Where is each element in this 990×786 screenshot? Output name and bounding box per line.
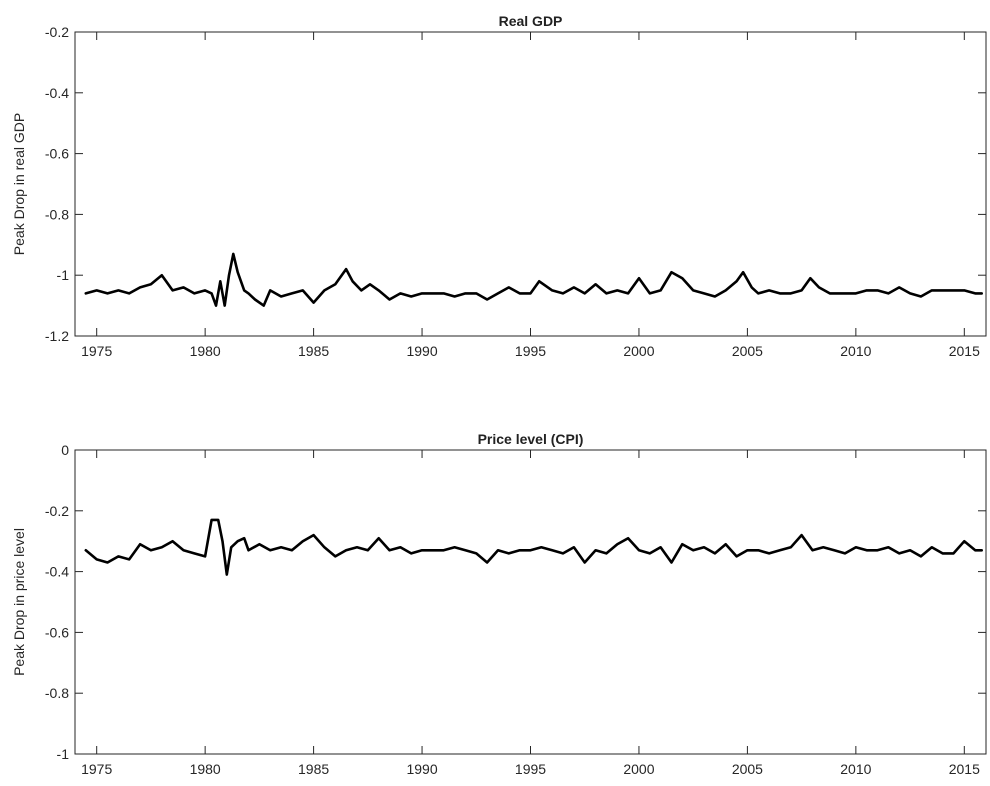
y-tick-label: -1 (57, 267, 70, 283)
y-tick-label: -0.4 (45, 85, 69, 101)
x-tick-label: 2015 (949, 761, 980, 777)
y-tick-label: -0.6 (45, 146, 69, 162)
x-tick-label: 2005 (732, 761, 763, 777)
x-tick-label: 1975 (81, 343, 112, 359)
x-tick-label: 2015 (949, 343, 980, 359)
x-tick-label: 1990 (406, 343, 437, 359)
y-tick-label: 0 (61, 442, 69, 458)
panels: 1975 1980 1985 1990 1995 2000 2005 2010 2015 -0.2… (11, 13, 987, 777)
chart-panel-1: 1975 1980 1985 1990 1995 2000 2005 2010 2015 -0.2… (11, 13, 987, 359)
x-tick-label: 1995 (515, 761, 546, 777)
series-line-1 (84, 518, 984, 576)
chart-title: Price level (CPI) (478, 431, 584, 447)
x-tick-label: 1980 (190, 761, 221, 777)
y-axis-label: Peak Drop in price level (11, 528, 27, 676)
x-tick-label: 2005 (732, 343, 763, 359)
y-tick-label: -0.2 (45, 24, 69, 40)
y-tick-label: -1 (57, 746, 70, 762)
y-tick-label: -1.2 (45, 328, 69, 344)
y-axis-label: Peak Drop in real GDP (11, 113, 27, 255)
series-line-1 (84, 252, 984, 307)
x-tick-label: 2010 (840, 343, 871, 359)
x-tick-label: 1975 (81, 761, 112, 777)
x-tick-label: 1980 (190, 343, 221, 359)
y-tick-label: -0.2 (45, 503, 69, 519)
x-tick-label: 2010 (840, 761, 871, 777)
x-tick-label: 2000 (623, 761, 654, 777)
x-tick-label: 1995 (515, 343, 546, 359)
y-tick-label: -0.6 (45, 624, 69, 640)
x-tick-label: 2000 (623, 343, 654, 359)
chart-panel-2: 1975 1980 1985 1990 1995 2000 2005 2010 2015 0 -0.… (11, 431, 987, 777)
x-tick-label: 1985 (298, 343, 329, 359)
y-tick-label: -0.4 (45, 564, 69, 580)
x-tick-label: 1985 (298, 761, 329, 777)
x-tick-label: 1990 (406, 761, 437, 777)
y-tick-label: -0.8 (45, 685, 69, 701)
y-tick-label: -0.8 (45, 206, 69, 222)
chart-title: Real GDP (499, 13, 563, 29)
